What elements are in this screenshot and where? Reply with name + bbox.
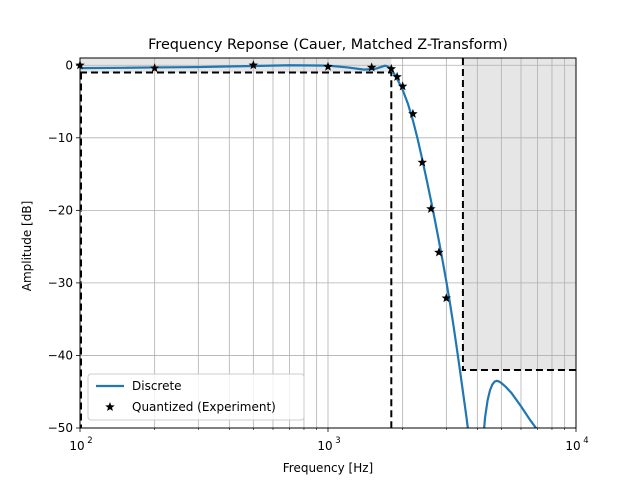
quantized-point (386, 63, 397, 73)
quantized-point (392, 71, 402, 81)
x-tick-exponent: 2 (87, 436, 92, 446)
y-axis-label: Amplitude [dB] (20, 201, 34, 292)
legend-box (87, 373, 305, 421)
legend: Discrete Quantized (Experiment) (87, 373, 305, 421)
chart-title: Frequency Reponse (Cauer, Matched Z-Tran… (148, 37, 508, 53)
quantized-point (441, 293, 452, 303)
x-axis-label: Frequency [Hz] (283, 461, 374, 475)
quantized-point (75, 60, 85, 70)
quantized-point (397, 81, 408, 91)
plot-area (80, 58, 576, 428)
quantized-point (434, 247, 444, 257)
y-tick-label: 0 (65, 58, 73, 72)
x-tick-exponent: 3 (335, 436, 340, 446)
y-tick-label: −10 (48, 131, 73, 145)
y-tick-label: −30 (48, 276, 73, 290)
grid-lines (80, 58, 576, 428)
passband-boundary (80, 71, 393, 428)
x-tick-exponent: 4 (583, 436, 588, 446)
quantized-point (417, 157, 428, 167)
x-tick-label: 10 (69, 439, 84, 453)
legend-quantized-swatch (105, 402, 115, 412)
y-axis-ticks: 0 −10 −20 −30 −40 −50 (48, 58, 80, 435)
legend-discrete-label: Discrete (132, 379, 182, 393)
quantized-point (248, 60, 259, 70)
y-tick-label: −50 (48, 421, 73, 435)
quantized-point (366, 62, 377, 72)
stopband-shade (462, 58, 576, 370)
discrete-line-segment (483, 379, 538, 428)
x-tick-label: 10 (317, 439, 332, 453)
quantized-point (323, 61, 333, 71)
quantized-point (426, 203, 436, 213)
legend-quantized-label: Quantized (Experiment) (132, 400, 276, 414)
y-tick-label: −40 (48, 348, 73, 362)
x-tick-label: 10 (565, 439, 580, 453)
discrete-line-segment (80, 64, 469, 428)
quantized-point (149, 63, 160, 73)
quantized-point (408, 108, 418, 118)
y-tick-label: −20 (48, 203, 73, 217)
x-axis-ticks: 10 2 10 3 10 4 (69, 428, 589, 453)
stopband-boundary (461, 58, 576, 371)
